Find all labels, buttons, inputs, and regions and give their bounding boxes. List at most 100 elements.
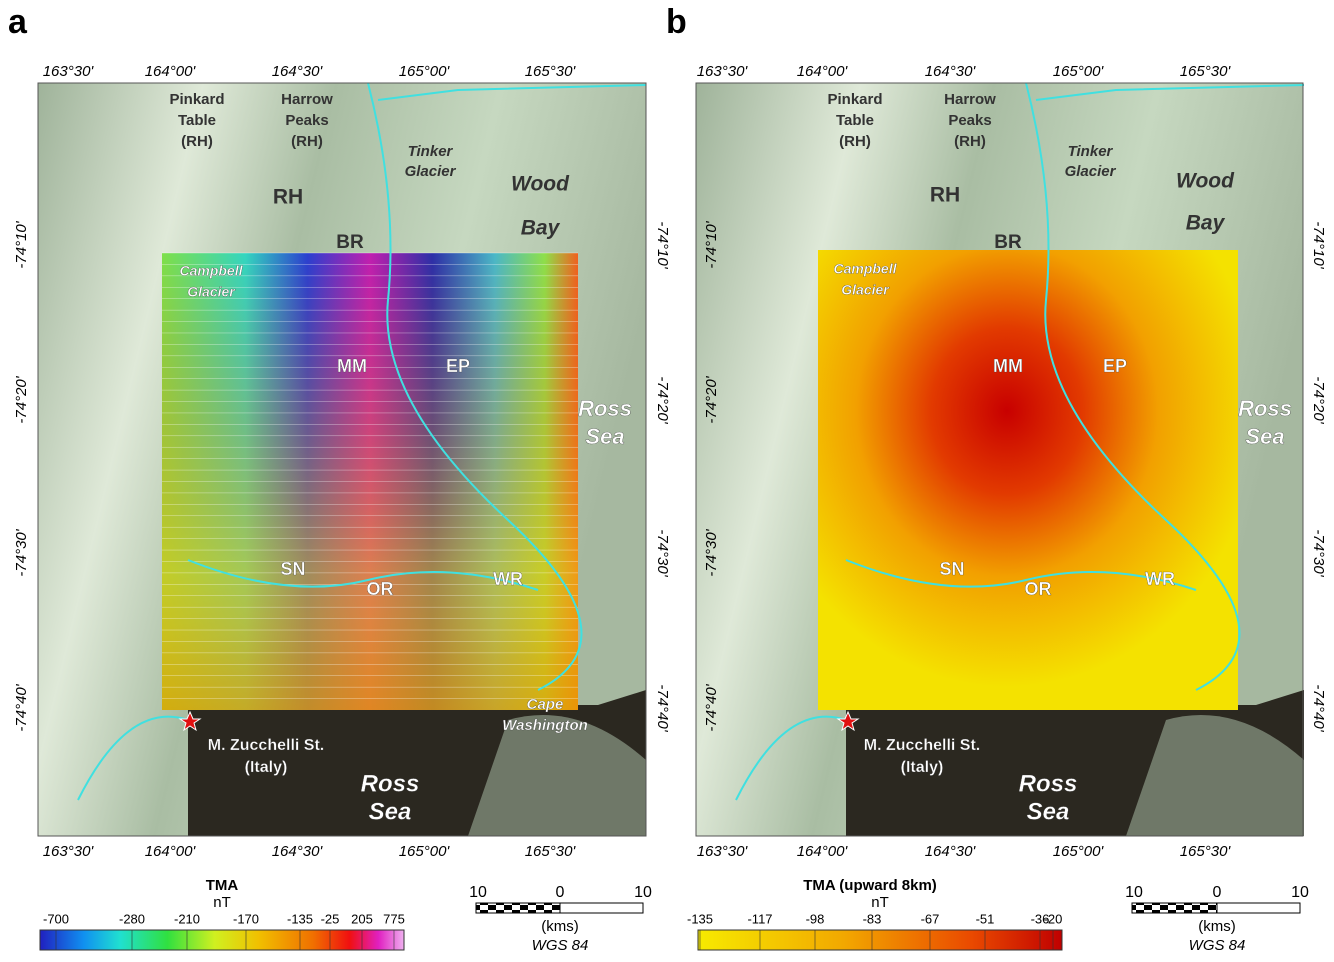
- colorbar-tick-label: 775: [383, 911, 405, 926]
- lat-label: -74°20': [1310, 376, 1327, 424]
- place-label: Ross: [1019, 770, 1078, 797]
- lat-label: -74°20': [13, 375, 30, 423]
- place-label: Ross: [361, 770, 420, 797]
- place-label: EP: [1103, 356, 1127, 376]
- place-label: Ross: [578, 396, 632, 421]
- figure: a 163°30' 163°30' 164°00' 164°00' 164°30' 164°…: [0, 0, 1334, 957]
- lat-label: -74°10': [703, 220, 720, 268]
- lon-label: 165°30': [1180, 843, 1232, 860]
- scale-label: 10: [1291, 884, 1309, 901]
- place-label: Sea: [585, 424, 624, 449]
- scale-bar: [1217, 903, 1300, 913]
- colorbar: [698, 930, 1062, 950]
- lat-label: -74°40': [654, 684, 671, 732]
- place-label: Wood: [1176, 170, 1235, 193]
- lat-label: -74°40': [1310, 684, 1327, 732]
- place-label: Sea: [369, 798, 412, 825]
- lat-label: -74°30': [703, 528, 720, 576]
- lon-label: 164°00': [797, 843, 849, 860]
- place-label: (Italy): [901, 759, 944, 776]
- place-label: MM: [993, 356, 1023, 376]
- colorbar-unit: nT: [871, 894, 889, 911]
- place-label: (Italy): [245, 759, 288, 776]
- lon-label: 163°30': [697, 63, 749, 80]
- place-label: BR: [994, 232, 1022, 253]
- lon-label: 165°00': [399, 843, 451, 860]
- lat-label: -74°40': [13, 683, 30, 731]
- scale-bar: [560, 903, 643, 913]
- colorbar-tick-label: -83: [863, 911, 882, 926]
- lon-label: 165°00': [1053, 63, 1105, 80]
- place-label: (RH): [839, 133, 871, 150]
- place-label: Table: [836, 112, 874, 129]
- place-label: Harrow: [281, 91, 333, 108]
- place-label: M. Zucchelli St.: [864, 737, 980, 754]
- scale-label: 10: [469, 884, 487, 901]
- colorbar-tick-label: -25: [321, 911, 340, 926]
- place-label: Tinker: [1068, 143, 1114, 160]
- place-label: Campbell: [179, 263, 243, 279]
- lon-label: 163°30': [43, 843, 95, 860]
- place-label: Cape: [527, 696, 564, 713]
- scale-bar-checker: [1132, 903, 1217, 913]
- place-label: Bay: [521, 217, 561, 240]
- lon-label: 165°00': [399, 63, 451, 80]
- colorbar-tick-label: -135: [287, 911, 313, 926]
- lon-label: 163°30': [43, 63, 95, 80]
- colorbar: [40, 930, 404, 950]
- scale-label: 10: [1125, 884, 1143, 901]
- place-label: SN: [280, 559, 305, 579]
- colorbar-tick-label: -135: [687, 911, 713, 926]
- place-label: Ross: [1238, 396, 1292, 421]
- place-label: RH: [930, 184, 960, 207]
- place-label: Sea: [1027, 798, 1070, 825]
- colorbar-tick-label: -117: [747, 911, 772, 926]
- colorbar-tick-label: 205: [351, 911, 373, 926]
- colorbar-tick-label: -280: [119, 911, 145, 926]
- scale-label: 10: [634, 884, 652, 901]
- lat-label: -74°40': [703, 683, 720, 731]
- scale-bar-checker: [476, 903, 560, 913]
- place-label: EP: [446, 356, 470, 376]
- lon-label: 164°00': [145, 63, 197, 80]
- place-label: WR: [493, 569, 523, 589]
- colorbar-tick-label: -67: [921, 911, 940, 926]
- colorbar-tick-label: -20: [1044, 911, 1063, 926]
- panel-letter: a: [8, 3, 28, 41]
- place-label: Glacier: [841, 282, 890, 298]
- colorbar-tick-label: -210: [174, 911, 200, 926]
- lon-label: 164°00': [145, 843, 197, 860]
- map: [696, 83, 1304, 836]
- place-label: Sea: [1245, 424, 1284, 449]
- scale-unit: (kms): [1198, 918, 1236, 935]
- place-label: Tinker: [408, 143, 454, 160]
- colorbar-tick-label: -700: [43, 911, 69, 926]
- place-label: MM: [337, 356, 367, 376]
- lon-label: 164°30': [925, 843, 977, 860]
- place-label: Washington: [502, 717, 588, 734]
- colorbar-title: TMA: [206, 877, 239, 894]
- place-label: Wood: [511, 173, 570, 196]
- lat-label: -74°20': [654, 376, 671, 424]
- place-label: SN: [939, 559, 964, 579]
- lat-label: -74°10': [1310, 221, 1327, 269]
- scale-label: 0: [556, 884, 565, 901]
- lat-label: -74°30': [654, 529, 671, 577]
- place-label: Glacier: [1065, 163, 1117, 180]
- lon-label: 164°00': [797, 63, 849, 80]
- place-label: Pinkard: [827, 91, 882, 108]
- place-label: RH: [273, 186, 303, 209]
- place-label: Peaks: [285, 112, 328, 129]
- lon-label: 164°30': [925, 63, 977, 80]
- colorbar-unit: nT: [213, 894, 231, 911]
- lon-label: 163°30': [697, 843, 749, 860]
- lon-label: 165°00': [1053, 843, 1105, 860]
- place-label: WR: [1145, 569, 1175, 589]
- colorbar-tick-label: -98: [806, 911, 825, 926]
- lat-label: -74°30': [1310, 529, 1327, 577]
- datum: WGS 84: [532, 937, 589, 954]
- place-label: (RH): [954, 133, 986, 150]
- place-label: Harrow: [944, 91, 996, 108]
- place-label: (RH): [291, 133, 323, 150]
- lon-label: 165°30': [1180, 63, 1232, 80]
